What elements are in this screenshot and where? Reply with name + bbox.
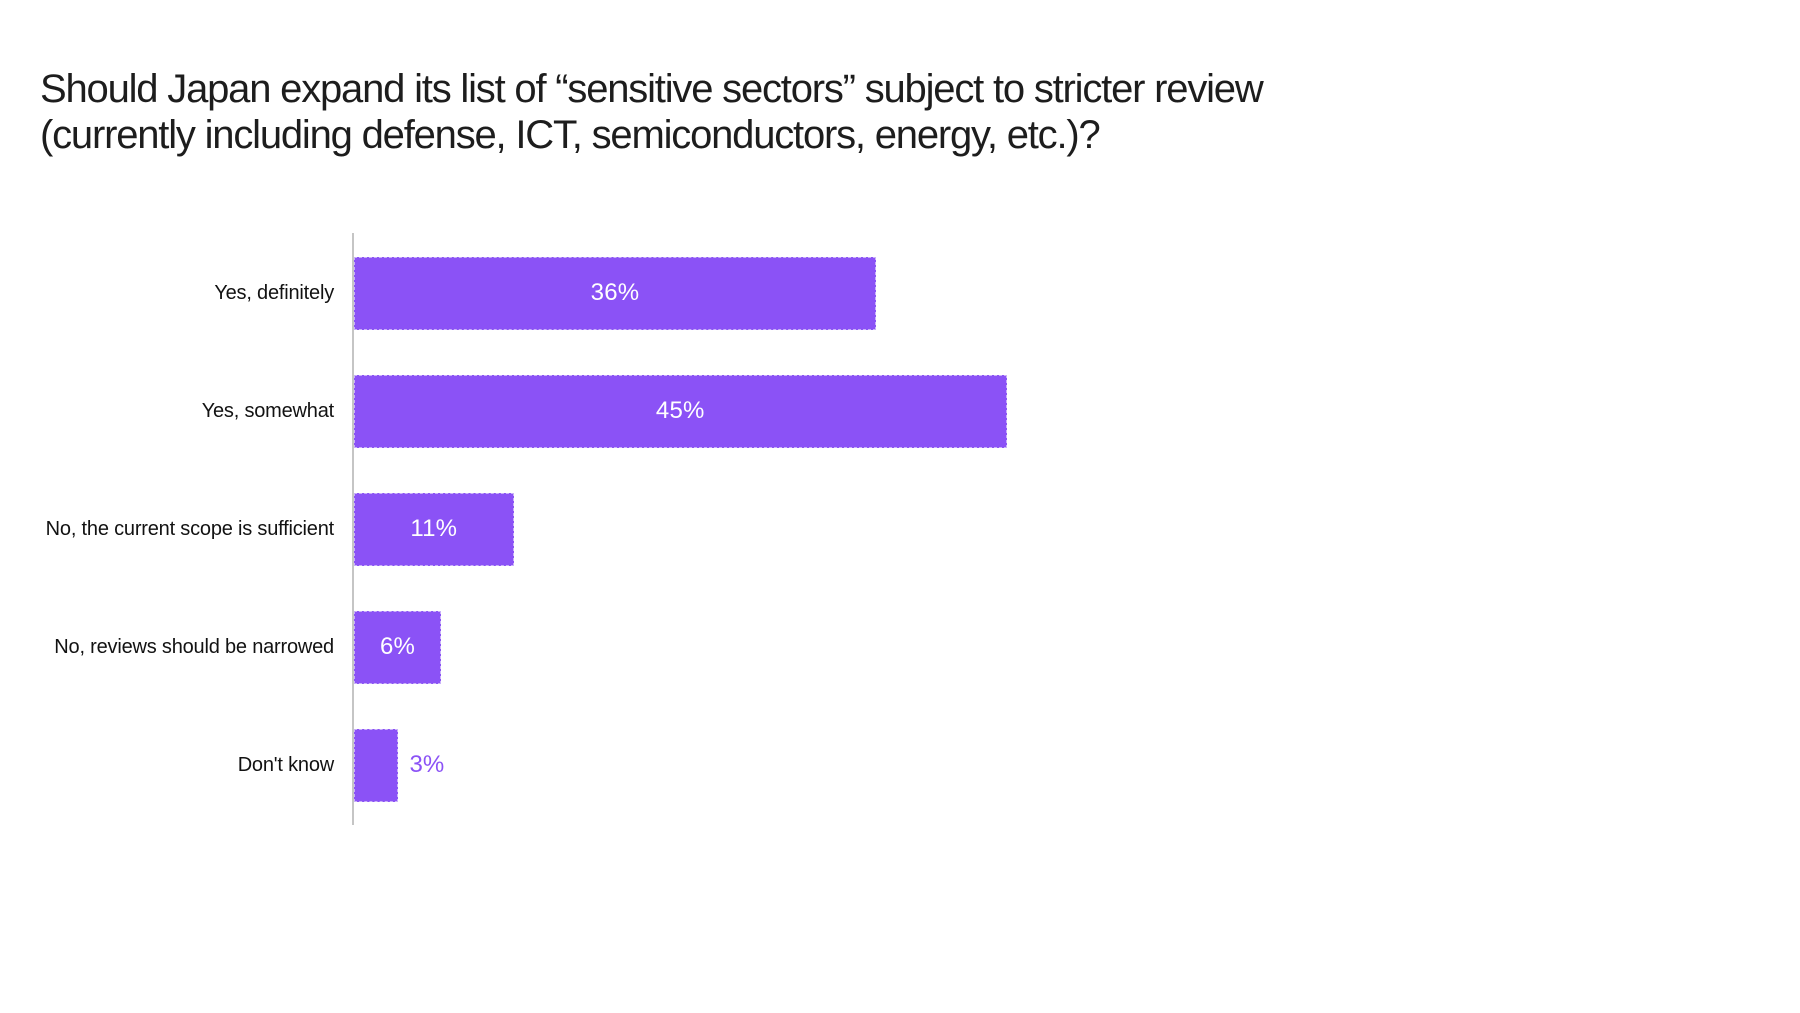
value-label: 45%	[655, 397, 705, 424]
chart-rows: Yes, definitely 36% Yes, somewhat 45% No, th…	[0, 234, 1800, 824]
bar: 11%	[354, 492, 514, 566]
bar-area: 36%	[354, 234, 1800, 352]
bar-area: 3%	[354, 706, 1800, 824]
category-label: No, reviews should be narrowed	[54, 635, 334, 658]
chart-row: No, the current scope is sufficient 11%	[0, 470, 1800, 588]
category-label: Don't know	[237, 753, 335, 776]
bar: 36%	[354, 256, 876, 330]
y-axis-line	[352, 233, 354, 825]
title-line-2: (currently including defense, ICT, semic…	[40, 113, 1101, 157]
category-label: Yes, somewhat	[201, 399, 334, 422]
chart-row: Yes, definitely 36%	[0, 234, 1800, 352]
bar-chart: Yes, definitely 36% Yes, somewhat 45% No, th…	[0, 233, 1800, 825]
bar-area: 6%	[354, 588, 1800, 706]
bar	[354, 728, 398, 802]
chart-row: Yes, somewhat 45%	[0, 352, 1800, 470]
category-label: Yes, definitely	[214, 281, 334, 304]
page-title: Should Japan expand its list of “sensiti…	[40, 66, 1264, 158]
category-label: No, the current scope is sufficient	[45, 517, 335, 540]
bar: 45%	[354, 374, 1007, 448]
chart-row: Don't know 3%	[0, 706, 1800, 824]
value-label: 3%	[409, 751, 445, 778]
bar: 6%	[354, 610, 441, 684]
value-label: 11%	[410, 515, 458, 542]
bar-area: 11%	[354, 470, 1800, 588]
value-label: 36%	[590, 279, 640, 306]
bar-area: 45%	[354, 352, 1800, 470]
value-label: 6%	[379, 633, 416, 660]
title-line-1: Should Japan expand its list of “sensiti…	[40, 67, 1264, 111]
chart-row: No, reviews should be narrowed 6%	[0, 588, 1800, 706]
